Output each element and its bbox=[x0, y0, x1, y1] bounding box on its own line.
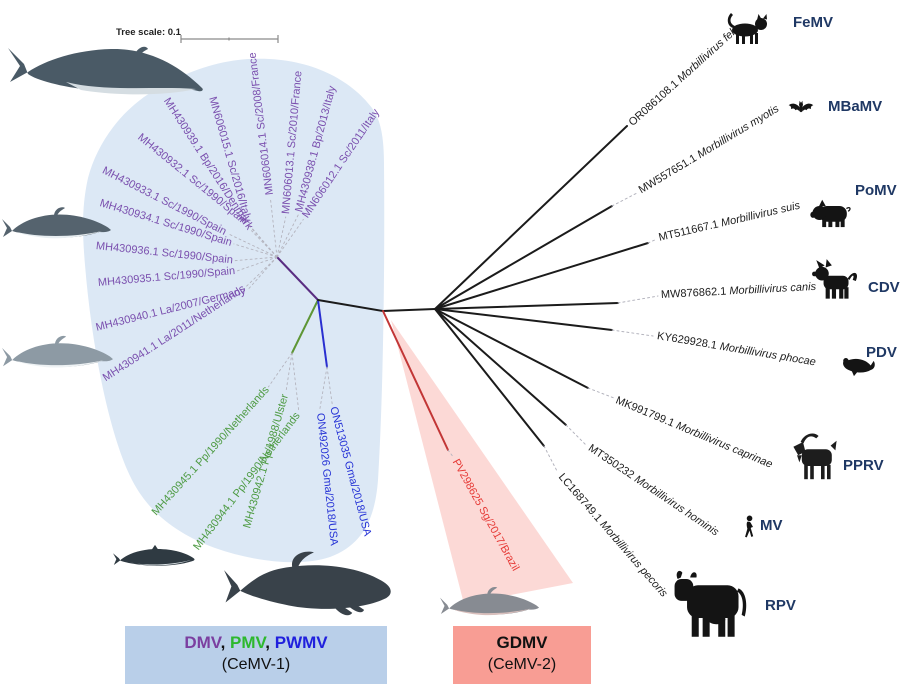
branch-edge bbox=[565, 424, 587, 446]
legend-virus-dmv: DMV bbox=[184, 633, 221, 652]
legend-cemv2: GDMV (CeMV-2) bbox=[453, 626, 591, 684]
branch-edge bbox=[434, 308, 589, 389]
legend-cemv1-subtitle: (CeMV-1) bbox=[221, 656, 291, 673]
branch-edge bbox=[291, 299, 319, 354]
white-beaked-dolphin-image bbox=[2, 335, 113, 368]
branch-edge bbox=[647, 238, 658, 244]
branch-edge bbox=[434, 242, 649, 310]
branch-edge bbox=[434, 308, 545, 447]
striped-dolphin-image bbox=[2, 207, 111, 239]
branch-edge bbox=[276, 256, 319, 301]
tip-connector bbox=[246, 256, 278, 291]
cemv1-cluster-shade bbox=[83, 58, 385, 563]
tip-connector bbox=[447, 449, 454, 458]
branch-edge bbox=[434, 125, 628, 310]
tree-scale-bar bbox=[180, 35, 279, 43]
branch-edge bbox=[317, 299, 384, 312]
harbour-porpoise-image bbox=[113, 544, 195, 566]
legend-cemv2-subtitle: (CeMV-2) bbox=[487, 656, 557, 673]
legend-virus-pwmv: PWMV bbox=[274, 633, 328, 652]
branch-edge bbox=[434, 302, 619, 310]
bat-icon bbox=[788, 100, 814, 113]
tree-branches bbox=[227, 125, 659, 472]
seal-icon bbox=[843, 357, 875, 377]
legend-cemv2-title: GDMV bbox=[496, 633, 548, 652]
branch-edge bbox=[587, 387, 615, 399]
tip-connector bbox=[269, 197, 278, 258]
pig-icon bbox=[810, 199, 851, 228]
cat-icon bbox=[727, 13, 767, 44]
cow-icon bbox=[674, 570, 747, 637]
guiana-dolphin-image bbox=[440, 586, 540, 616]
tip-connector bbox=[245, 256, 278, 288]
tip-connector bbox=[237, 256, 278, 272]
legend-cemv1-title: DMV, PMV, PWMV bbox=[125, 632, 387, 654]
tip-connector bbox=[291, 352, 300, 413]
branch-edge bbox=[434, 308, 613, 331]
branch-edge bbox=[434, 308, 567, 426]
branch-edge bbox=[617, 295, 659, 304]
branch-edge bbox=[382, 308, 436, 312]
branch-edge bbox=[434, 205, 613, 310]
branch-edge bbox=[543, 445, 558, 472]
fin-whale-image bbox=[8, 46, 203, 95]
legend-virus-pmv: PMV bbox=[230, 633, 266, 652]
tip-connector bbox=[234, 256, 278, 262]
tip-connector bbox=[319, 366, 328, 411]
tree-scale-label: Tree scale: 0.1 bbox=[116, 27, 181, 38]
tip-connector bbox=[276, 216, 287, 258]
legend-separator: , bbox=[265, 633, 275, 652]
tip-connector bbox=[326, 366, 333, 405]
branch-edge bbox=[382, 310, 449, 451]
dog-icon bbox=[812, 259, 858, 299]
legend-separator: , bbox=[220, 633, 231, 652]
cemv2-cluster-shade bbox=[391, 320, 573, 604]
pilot-whale-image bbox=[224, 551, 391, 616]
tip-connector bbox=[227, 233, 278, 258]
tip-connector bbox=[285, 352, 293, 393]
branch-edge bbox=[317, 299, 328, 368]
branch-edge bbox=[611, 329, 654, 337]
legend-cemv1: DMV, PMV, PWMV (CeMV-1) bbox=[125, 626, 387, 684]
branch-edge bbox=[611, 192, 638, 207]
goat-icon bbox=[793, 433, 837, 480]
tip-connector bbox=[247, 223, 278, 258]
tip-connector bbox=[267, 352, 293, 388]
human-child-icon bbox=[745, 515, 754, 538]
